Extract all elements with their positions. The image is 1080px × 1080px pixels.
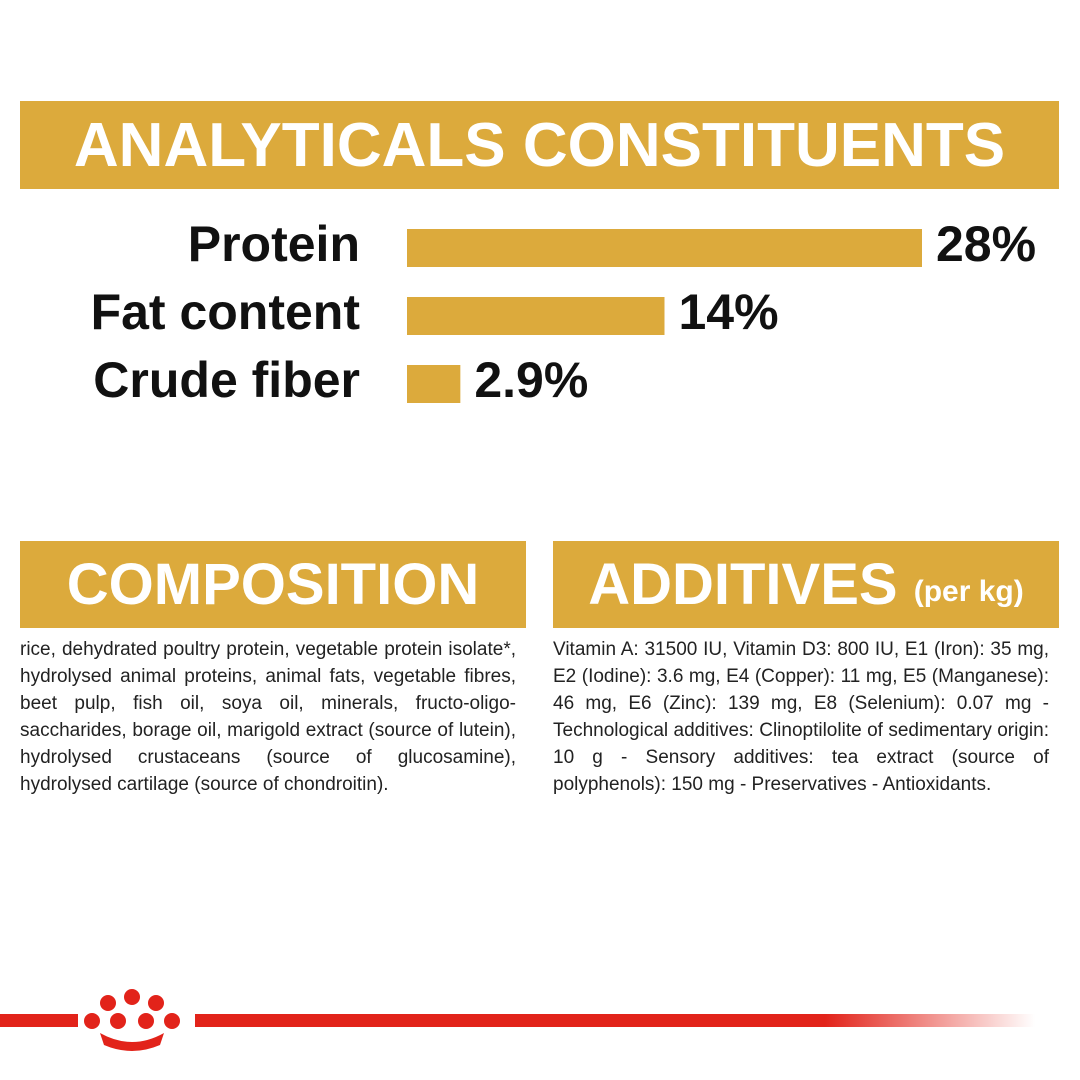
additives-text: Vitamin A: 31500 IU, Vitamin D3: 800 IU,… [553, 639, 1049, 795]
bar [407, 229, 922, 267]
value-label: 2.9% [474, 352, 588, 408]
value-label: 28% [936, 216, 1036, 272]
logo [84, 989, 180, 1051]
additives-subtitle: (per kg) [913, 574, 1024, 608]
footer-line [195, 1014, 1035, 1027]
chart: Protein 28% Fat content 14% Crude fiber 2.9% [91, 216, 1037, 408]
composition-band: COMPOSITION [20, 541, 526, 628]
category-label: Crude fiber [93, 352, 360, 408]
category-label: Protein [188, 216, 360, 272]
title-band: ANALYTICALS CONSTITUENTS [20, 101, 1059, 189]
additives-band: ADDITIVES (per kg) [553, 541, 1059, 628]
title: ANALYTICALS CONSTITUENTS [73, 110, 1006, 180]
bar [407, 365, 461, 403]
footer-line [0, 1014, 78, 1027]
additives-title: ADDITIVES [588, 552, 898, 617]
category-label: Fat content [91, 284, 361, 340]
composition-title: COMPOSITION [66, 552, 480, 617]
composition-text: rice, dehydrated poultry protein, vegeta… [20, 639, 516, 795]
footer [0, 989, 1035, 1051]
value-label: 14% [679, 284, 779, 340]
bar [407, 297, 665, 335]
